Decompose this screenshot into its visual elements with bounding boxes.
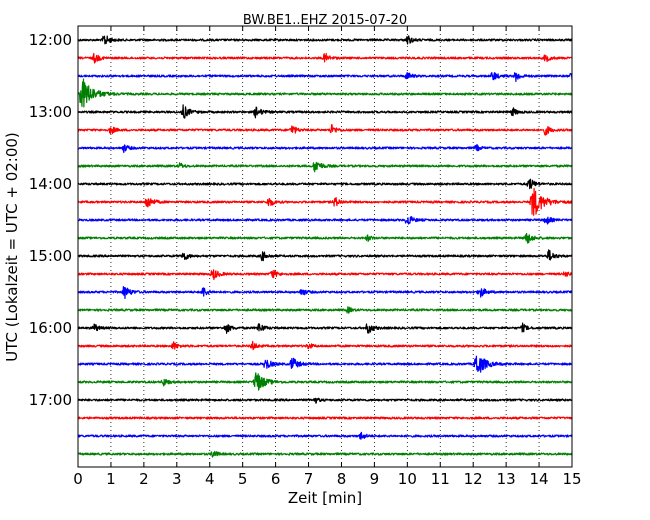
x-tick-label: 9 (370, 470, 380, 488)
trace-line (77, 52, 573, 64)
trace-line (77, 450, 573, 458)
x-tick-label: 15 (562, 470, 581, 488)
trace-line (77, 232, 573, 244)
x-tick-label: 14 (530, 470, 549, 488)
trace-line (77, 187, 573, 216)
x-tick-label: 5 (238, 470, 248, 488)
trace-line (77, 71, 573, 83)
y-tick-label: 16:00 (29, 319, 72, 337)
x-tick-label: 7 (304, 470, 314, 488)
plot-frame (77, 25, 573, 468)
trace-line (77, 144, 573, 154)
trace-line (77, 216, 573, 225)
trace-line (77, 35, 573, 45)
trace-line (77, 286, 573, 300)
x-tick-label: 13 (497, 470, 516, 488)
x-tick-label: 3 (172, 470, 182, 488)
y-tick-label: 17:00 (29, 391, 72, 409)
y-axis-label: UTC (Lokalzeit = UTC + 02:00) (3, 132, 21, 362)
grid-lines (110, 26, 540, 467)
trace-line (77, 416, 573, 420)
trace-line (77, 431, 573, 440)
trace-line (77, 397, 573, 404)
y-axis-ticks: 12:00 13:00 14:00 15:00 16:00 17:00 (29, 31, 572, 409)
y-tick-label: 14:00 (29, 175, 72, 193)
x-tick-label: 11 (431, 470, 450, 488)
y-tick-label: 15:00 (29, 247, 72, 265)
trace-line (77, 355, 573, 373)
y-tick-label: 12:00 (29, 31, 72, 49)
trace-line (77, 161, 573, 173)
x-tick-label: 2 (139, 470, 149, 488)
trace-line (77, 340, 573, 351)
x-tick-label: 4 (205, 470, 215, 488)
x-axis-ticks: 0 1 2 3 4 5 6 7 8 9 10 11 12 13 14 15 (73, 26, 582, 488)
trace-line (77, 104, 573, 119)
trace-line (77, 249, 573, 262)
x-axis-label: Zeit [min] (288, 489, 362, 507)
x-tick-label: 1 (106, 470, 116, 488)
x-tick-label: 6 (271, 470, 281, 488)
trace-line (77, 269, 573, 281)
chart-title: BW.BE1..EHZ 2015-07-20 (243, 13, 407, 28)
trace-line (77, 178, 573, 190)
x-tick-label: 8 (337, 470, 347, 488)
y-tick-label: 13:00 (29, 103, 72, 121)
trace-line (77, 322, 573, 334)
trace-line (77, 123, 573, 136)
x-tick-label: 10 (398, 470, 417, 488)
trace-line (77, 306, 573, 314)
trace-line (77, 372, 573, 391)
x-tick-label: 12 (464, 470, 483, 488)
x-tick-label: 0 (73, 470, 83, 488)
seismic-traces (77, 35, 573, 458)
trace-line (77, 78, 573, 108)
